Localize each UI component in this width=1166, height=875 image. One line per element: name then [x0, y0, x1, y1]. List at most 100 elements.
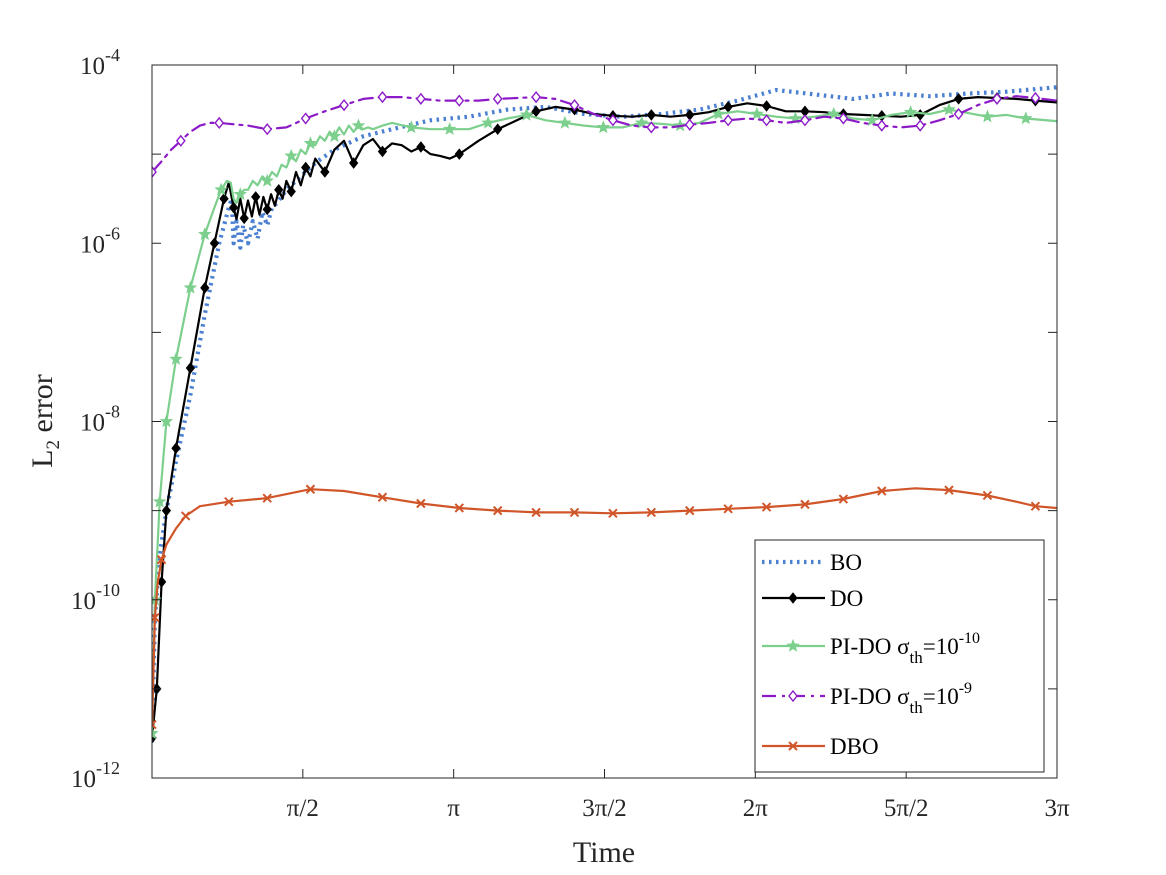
data-point	[876, 119, 887, 132]
data-point	[492, 505, 503, 516]
data-point	[152, 494, 167, 508]
data-point	[558, 115, 572, 129]
data-point	[262, 203, 272, 216]
data-point	[992, 92, 1002, 105]
data-point	[531, 507, 541, 518]
data-point	[1030, 501, 1041, 511]
data-point	[646, 121, 657, 134]
data-point	[224, 497, 234, 507]
data-point	[180, 511, 191, 521]
data-point	[685, 505, 695, 516]
data-point	[351, 118, 366, 132]
data-point	[723, 504, 733, 514]
y-axis-title-suffix: error	[26, 374, 59, 440]
y-axis-title-main: L	[26, 449, 59, 467]
data-point	[646, 109, 656, 121]
data-point	[596, 120, 611, 134]
x-tick-label: 5π/2	[884, 795, 929, 822]
data-point	[838, 112, 849, 125]
data-point	[723, 114, 734, 127]
x-tick-label: π/2	[287, 795, 319, 822]
data-point	[239, 212, 249, 225]
legend: BO DO PI-DO σth=10-10 PI-DO σth=10-9 DBO	[754, 539, 1045, 773]
data-point	[152, 726, 159, 740]
data-point	[185, 362, 196, 374]
data-point	[152, 719, 157, 730]
data-point	[339, 98, 349, 112]
data-point	[646, 507, 657, 518]
data-point	[183, 280, 198, 294]
data-point	[877, 486, 887, 496]
data-point	[493, 123, 503, 135]
data-point	[214, 116, 225, 130]
data-point	[200, 282, 210, 294]
data-point	[800, 499, 810, 510]
data-point	[251, 191, 261, 203]
data-point	[228, 201, 239, 214]
data-point	[404, 120, 419, 134]
data-point	[608, 508, 618, 519]
series-pi-do--3	[152, 90, 1057, 179]
data-point	[152, 165, 157, 179]
data-point	[233, 187, 248, 201]
y-tick-label: 10-8	[80, 402, 120, 437]
data-point	[286, 185, 296, 198]
series-pi-do--2	[152, 102, 1057, 740]
data-point	[416, 141, 426, 153]
data-point	[942, 102, 956, 116]
y-axis-title-subscript: 2	[43, 440, 64, 450]
series-bo-0	[152, 85, 1057, 743]
data-point	[800, 114, 810, 127]
data-point	[982, 490, 993, 501]
data-point	[1019, 111, 1033, 125]
legend-marker	[786, 638, 800, 652]
data-point	[442, 122, 457, 135]
data-point	[634, 115, 649, 129]
data-point	[761, 114, 772, 127]
legend-label: PI-DO σth=10-10	[830, 630, 980, 667]
legend-entry: PI-DO σth=10-9	[762, 680, 972, 717]
data-point	[198, 227, 212, 241]
legend-marker	[788, 689, 798, 703]
data-point	[262, 493, 272, 503]
series-line	[152, 487, 1057, 726]
data-point	[300, 161, 311, 174]
legend-label: BO	[830, 550, 862, 575]
data-point	[300, 112, 311, 125]
data-point	[377, 90, 388, 104]
data-point	[761, 100, 772, 112]
data-point	[284, 148, 298, 162]
data-point	[865, 113, 879, 126]
data-point	[320, 166, 330, 178]
data-point	[169, 351, 183, 365]
data-point	[454, 94, 465, 107]
x-tick-label: π	[447, 795, 460, 822]
y-tick-label: 10-12	[71, 758, 120, 793]
data-point	[214, 182, 228, 196]
data-point	[327, 129, 342, 143]
data-point	[274, 183, 284, 196]
data-point	[684, 118, 695, 131]
data-point	[159, 414, 174, 428]
legend-entry: BO	[762, 550, 862, 575]
data-point	[827, 106, 841, 120]
legend-entry: DO	[762, 586, 863, 611]
data-point	[531, 90, 541, 104]
y-axis-title: L2 error	[26, 374, 64, 468]
data-point	[1030, 91, 1041, 105]
data-point	[171, 442, 181, 455]
data-point	[711, 106, 726, 120]
data-point	[415, 92, 426, 105]
y-tick-label: 10-10	[71, 580, 120, 615]
data-point	[944, 485, 954, 495]
x-tick-label: 2π	[743, 795, 769, 822]
data-point	[303, 136, 318, 150]
data-point	[761, 502, 772, 512]
data-point	[416, 498, 426, 509]
y-tick-label: 10-6	[80, 223, 120, 258]
legend-marker	[788, 741, 798, 751]
x-axis-title: Time	[573, 836, 635, 869]
data-point	[569, 507, 580, 518]
data-point	[531, 105, 541, 118]
